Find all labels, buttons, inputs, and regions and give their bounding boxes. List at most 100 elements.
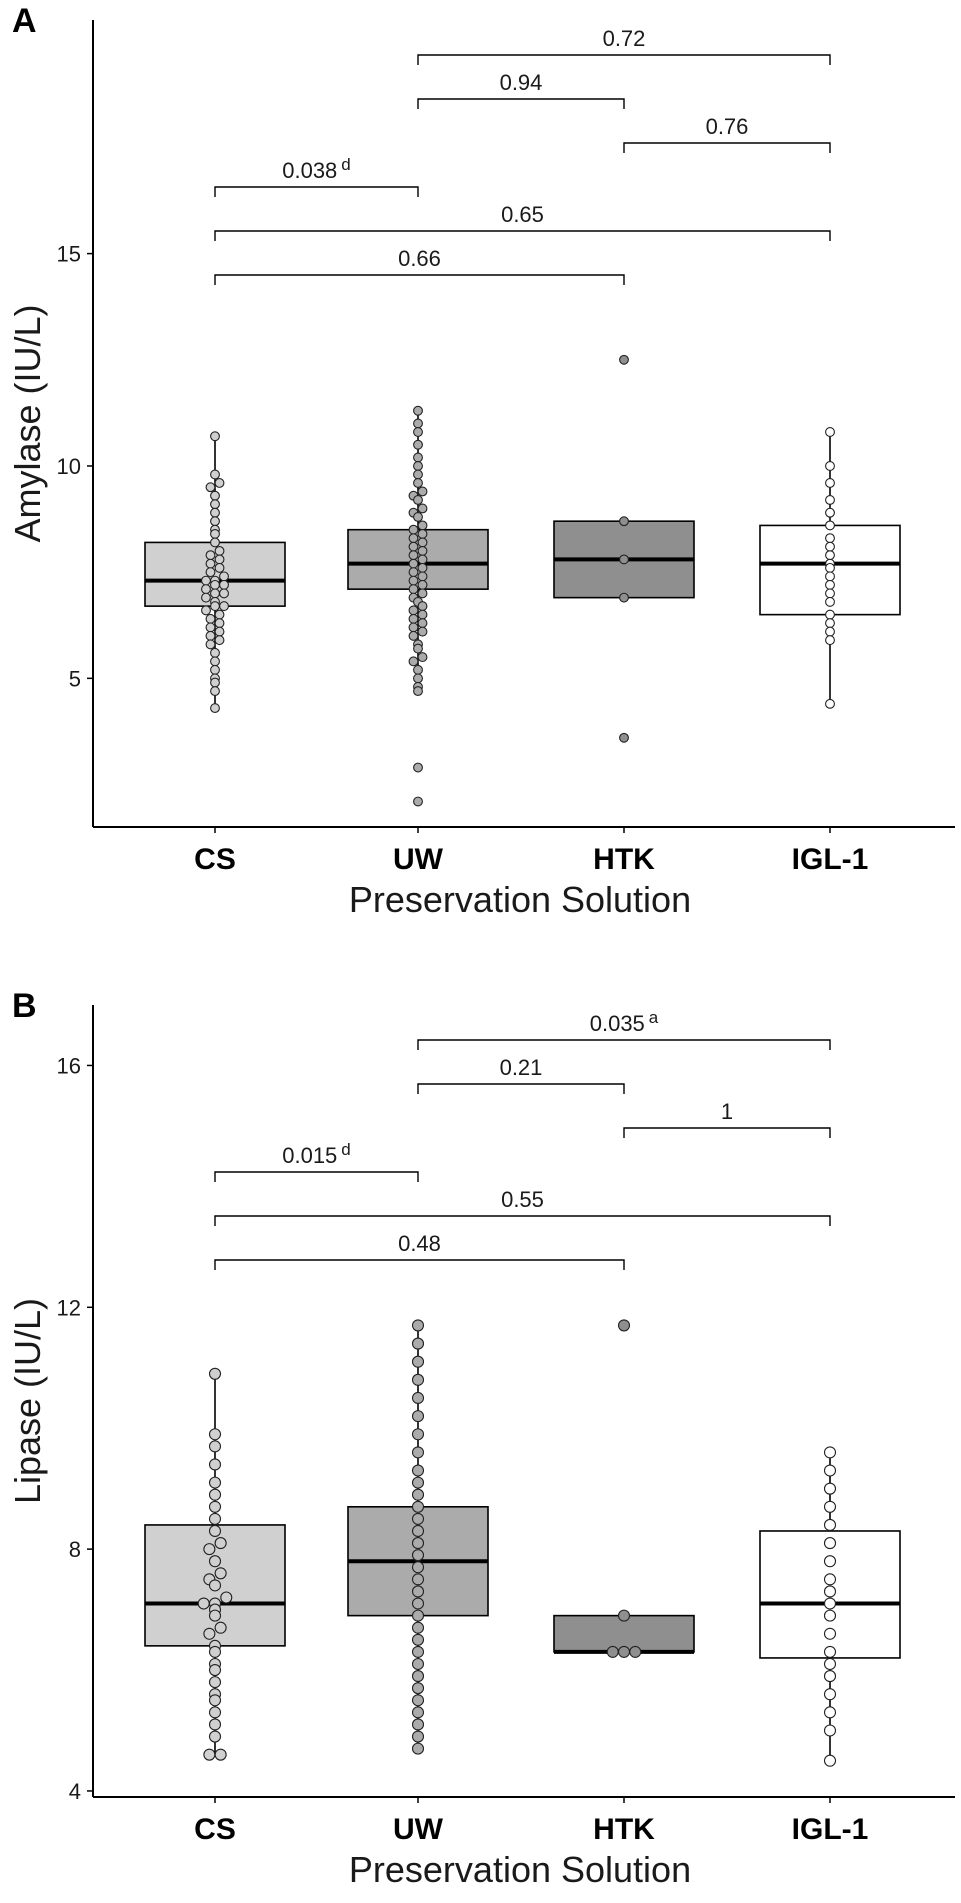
data-point	[208, 1645, 222, 1658]
data-point	[208, 1524, 222, 1538]
comparison-bracket	[214, 1259, 625, 1270]
data-point	[619, 516, 629, 527]
panel-letter: B	[12, 987, 37, 1025]
y-tick-label: 4	[69, 1779, 81, 1804]
data-point	[205, 550, 216, 561]
data-point	[210, 579, 220, 590]
data-point	[210, 656, 220, 667]
data-point	[619, 554, 629, 565]
data-point	[208, 1718, 222, 1731]
data-point	[823, 1670, 837, 1683]
data-point	[823, 1446, 837, 1459]
data-point	[825, 698, 835, 709]
panel-B: B 4 8 12 16 Lipase (IU/L) CS UW HTK IGL-1 Preserva…	[7, 987, 955, 1890]
data-point	[619, 732, 629, 743]
data-point	[617, 1319, 631, 1332]
data-point	[208, 1500, 222, 1513]
comparison-bracket	[623, 1127, 831, 1138]
data-point	[205, 630, 216, 641]
data-point	[411, 1428, 425, 1441]
panel-letter: A	[12, 2, 37, 40]
data-point	[417, 520, 428, 531]
data-point	[205, 482, 216, 493]
data-point	[411, 1730, 425, 1743]
data-point	[208, 1706, 222, 1719]
x-tick-label: CS	[194, 843, 236, 876]
data-point	[417, 579, 428, 590]
data-point	[201, 584, 211, 595]
data-point	[823, 1724, 837, 1737]
p-value-label: 1	[721, 1099, 733, 1124]
data-point	[201, 592, 211, 603]
p-value-label: 0.035 a	[590, 1008, 659, 1036]
y-tick-label: 5	[69, 666, 81, 691]
data-point	[208, 1730, 222, 1743]
p-value-label: 0.94	[500, 70, 543, 95]
comparison-bracket	[214, 1215, 831, 1226]
data-point	[417, 528, 428, 539]
data-point	[411, 1585, 425, 1598]
data-point	[823, 1754, 837, 1767]
data-point	[825, 571, 835, 582]
data-point	[619, 354, 629, 365]
data-point	[413, 686, 423, 697]
data-point	[629, 1645, 642, 1658]
x-axis-title: Preservation Solution	[349, 879, 691, 920]
data-point	[411, 1597, 425, 1610]
data-point	[411, 1645, 425, 1658]
data-point	[214, 1748, 227, 1761]
p-value-label: 0.48	[398, 1231, 441, 1256]
data-point	[825, 609, 835, 620]
data-point	[411, 1319, 425, 1332]
data-point	[214, 1621, 227, 1634]
data-point	[417, 618, 428, 629]
data-point	[219, 588, 229, 599]
data-point	[210, 664, 220, 675]
data-point	[408, 656, 419, 667]
data-point	[210, 647, 220, 658]
data-point	[210, 601, 220, 612]
data-point	[825, 495, 835, 505]
p-value-label: 0.72	[603, 26, 646, 51]
data-point	[208, 1488, 222, 1501]
x-tick-label: CS	[194, 1813, 236, 1846]
panel-A: A 5 10 15 Amylase (IU/L) CS UW HTK IGL-1 Preserva…	[7, 2, 955, 920]
data-point	[408, 575, 419, 586]
data-point	[210, 686, 220, 697]
p-value-superscript: d	[341, 155, 350, 174]
data-point	[417, 562, 428, 573]
data-point	[408, 630, 419, 641]
data-point	[823, 1537, 837, 1550]
data-point	[825, 562, 835, 573]
data-point	[413, 643, 423, 654]
data-point	[411, 1670, 425, 1683]
data-point	[411, 1549, 425, 1562]
data-point	[823, 1657, 837, 1671]
data-point	[413, 478, 423, 488]
data-point	[417, 503, 428, 514]
data-point	[205, 622, 216, 633]
data-point	[208, 1476, 222, 1489]
data-point	[411, 1446, 425, 1459]
data-point	[417, 537, 428, 548]
data-point	[214, 545, 225, 556]
p-value-label: 0.66	[398, 246, 441, 271]
data-point	[413, 405, 423, 416]
data-point	[208, 1367, 222, 1380]
data-point	[201, 575, 211, 586]
data-point	[408, 558, 419, 569]
p-value-superscript: a	[649, 1008, 659, 1027]
data-point	[203, 1748, 216, 1761]
data-point	[208, 1512, 222, 1525]
data-point	[411, 1694, 425, 1707]
data-point	[205, 567, 216, 578]
data-point	[825, 618, 835, 629]
data-point	[411, 1410, 425, 1423]
p-value-label: 0.65	[501, 202, 544, 227]
data-point	[208, 1676, 222, 1689]
comparison-bracket	[417, 1039, 831, 1050]
data-point	[214, 1567, 227, 1580]
data-point	[408, 622, 419, 633]
